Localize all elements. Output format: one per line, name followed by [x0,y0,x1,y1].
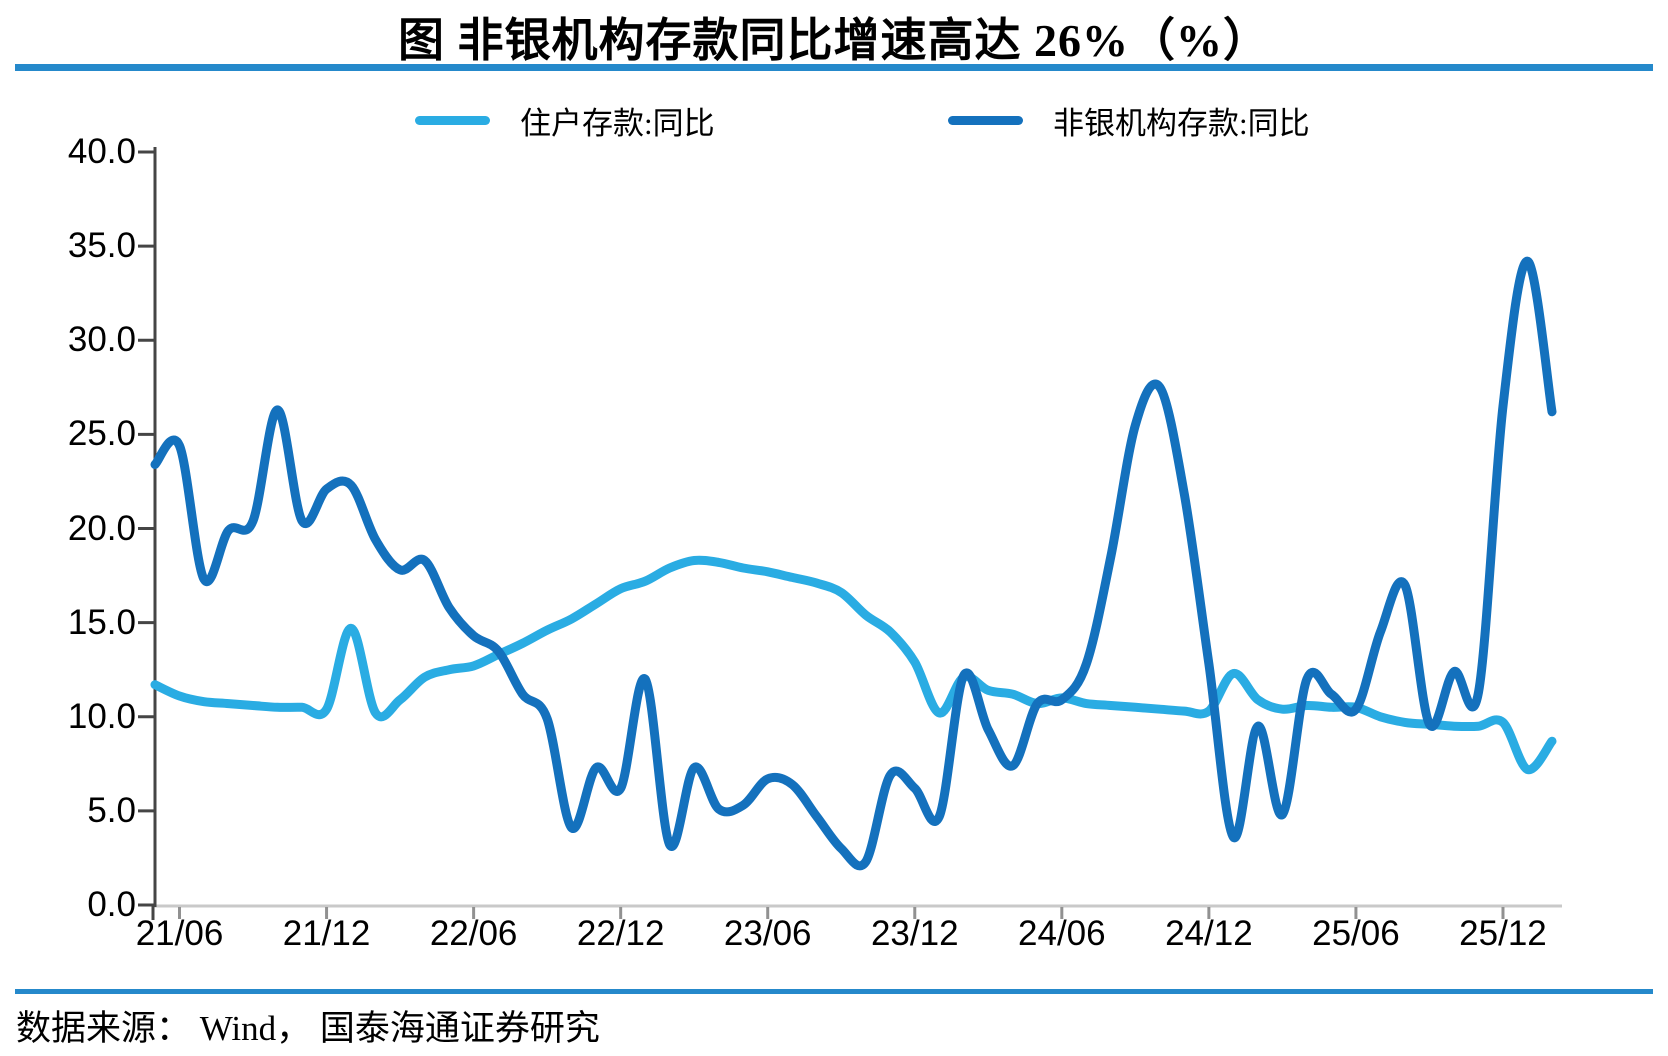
x-tick-label: 25/12 [1459,914,1547,953]
footer-divider [15,989,1653,994]
y-tick-label: 35.0 [67,226,136,266]
title-divider [15,64,1653,71]
x-tick-label: 23/06 [723,914,812,953]
household-series-swatch [415,115,490,125]
x-tick-label: 22/12 [576,914,665,953]
y-tick-label: 0.0 [87,885,136,924]
y-tick-label: 5.0 [87,790,136,830]
legend-label-nonbank: 非银机构存款:同比 [1053,105,1310,141]
y-tick-label: 15.0 [67,602,136,642]
x-tick-label: 21/12 [282,914,371,953]
legend-item-household: 住户存款:同比 [415,98,715,142]
nonbank-deposit-series [150,256,1557,871]
nonbank-series-swatch [948,115,1023,125]
chart-legend: 住户存款:同比 非银机构存款:同比 [0,98,1668,142]
y-tick-label: 20.0 [67,508,136,548]
x-tick-label: 24/12 [1165,914,1253,953]
x-tick-label: 25/06 [1312,914,1400,953]
legend-label-household: 住户存款:同比 [520,105,715,141]
household-deposit-series [150,555,1557,775]
x-tick-label: 21/06 [135,914,224,953]
x-tick-label: 24/06 [1018,914,1106,953]
y-tick-label: 30.0 [67,320,136,360]
y-tick-label: 40.0 [67,132,136,171]
chart-title: 图 非银机构存款同比增速高达 26%（%） [398,15,1270,66]
data-source: 数据来源： Wind， 国泰海通证券研究 [16,1009,600,1048]
x-tick-label: 23/12 [870,914,959,953]
y-tick-label: 25.0 [67,414,136,454]
x-tick-label: 22/06 [429,914,518,953]
y-tick-label: 10.0 [67,696,136,736]
legend-item-nonbank: 非银机构存款:同比 [948,98,1310,142]
